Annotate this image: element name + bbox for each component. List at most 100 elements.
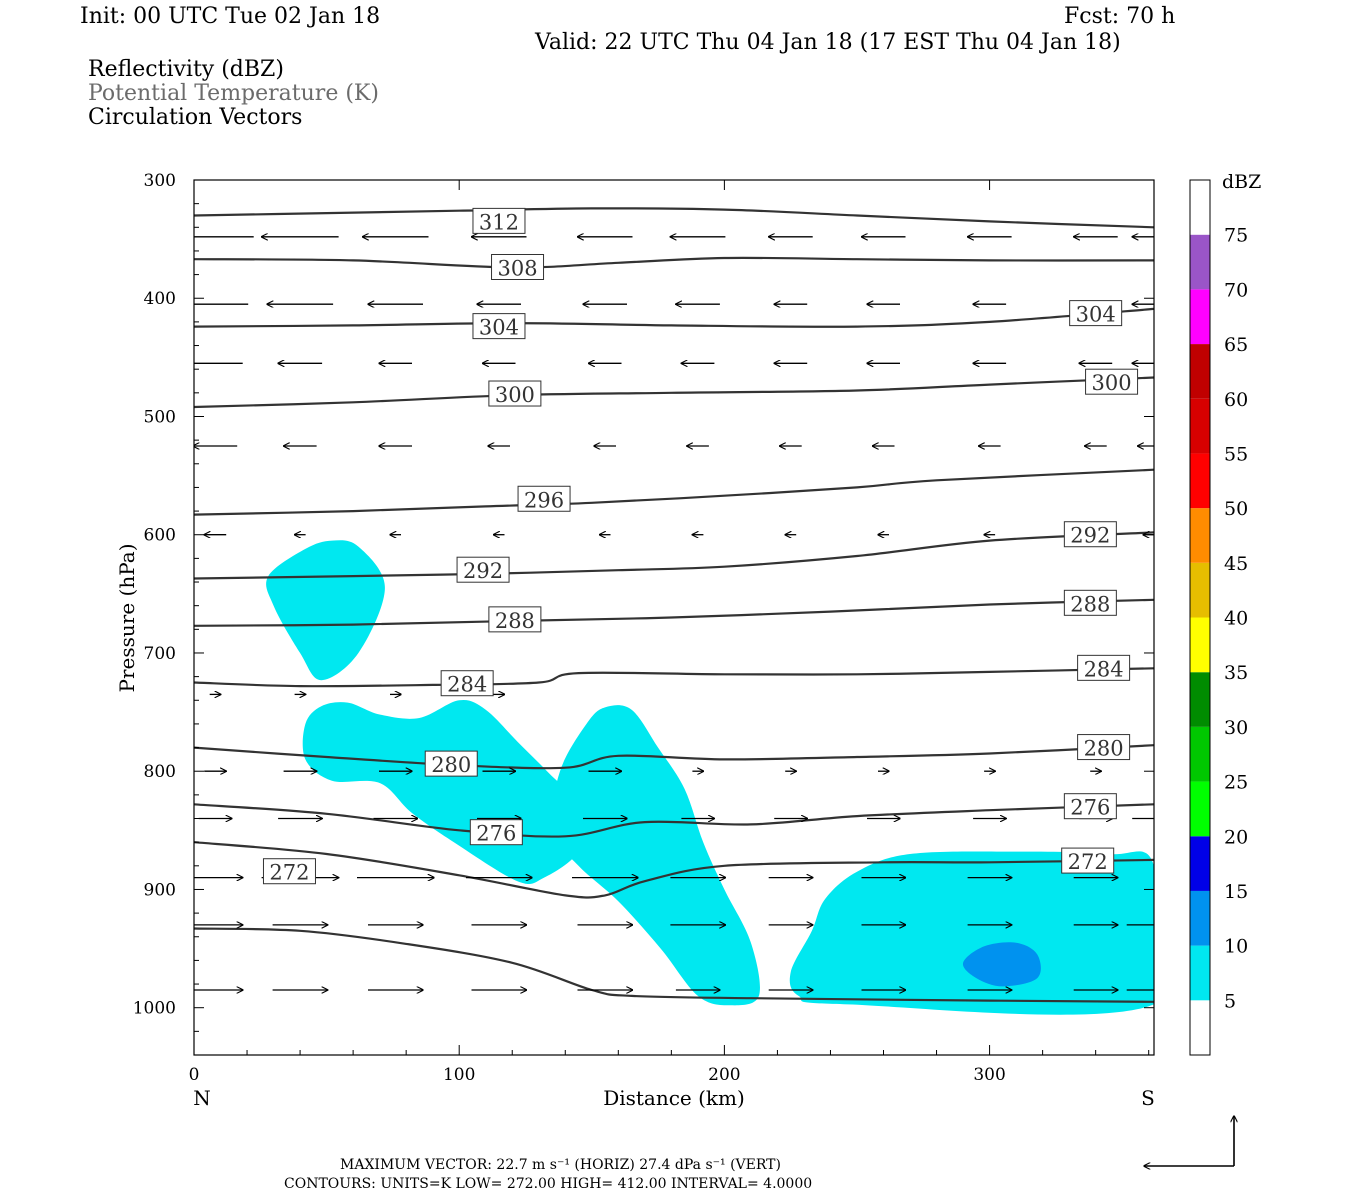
colorbar-label: 30 <box>1224 717 1248 739</box>
contour-label-272: 272 <box>262 858 316 885</box>
colorbar-segment <box>1190 562 1210 618</box>
y-axis-label: Pressure (hPa) <box>115 544 139 693</box>
contour-label-304: 304 <box>1069 300 1123 327</box>
y-tick-label: 500 <box>144 407 176 427</box>
svg-text:280: 280 <box>431 753 471 777</box>
colorbar: 5 10 15 20 25 30 35 40 45 50 55 60 65 70 75 <box>1189 179 1248 1056</box>
contour-label-280: 280 <box>1077 734 1131 761</box>
y-tick-label: 800 <box>144 762 176 782</box>
reflectivity-region-5-dbz <box>789 851 1154 1015</box>
colorbar-segment <box>1190 890 1210 946</box>
theta-contour-304 <box>194 307 1154 328</box>
theta-contour-276 <box>194 803 1154 838</box>
field-circulation-vectors: Circulation Vectors <box>88 105 303 130</box>
theta-contour-308 <box>194 256 1154 269</box>
colorbar-label: 40 <box>1224 608 1248 630</box>
colorbar-segment <box>1190 617 1210 673</box>
contour-labels: 312 308 304 304 300 300 296 292 292 288 288 284 284 2… <box>262 207 1139 885</box>
colorbar-segment <box>1190 234 1210 290</box>
colorbar-segment <box>1190 726 1210 782</box>
colorbar-label: 10 <box>1224 936 1248 958</box>
colorbar-label: 65 <box>1224 334 1248 356</box>
contour-label-304: 304 <box>472 313 526 340</box>
theta-contour-312 <box>194 207 1154 229</box>
colorbar-segment <box>1190 945 1210 1001</box>
field-potential-temperature: Potential Temperature (K) <box>88 81 379 106</box>
svg-text:276: 276 <box>476 822 516 846</box>
axes: 300 400 500 600 700 800 900 1000 0 100 200 300 <box>133 171 1154 1085</box>
x-tick-label: 100 <box>443 1065 475 1085</box>
reflectivity-fills <box>266 540 1154 1015</box>
colorbar-label: 50 <box>1224 498 1248 520</box>
colorbar-label: 5 <box>1224 990 1236 1012</box>
contour-label-292: 292 <box>1063 521 1117 548</box>
colorbar-title: dBZ <box>1222 171 1261 193</box>
plot-frame <box>193 179 1155 1056</box>
colorbar-segment <box>1190 453 1210 509</box>
colorbar-segment <box>1190 508 1210 563</box>
svg-text:296: 296 <box>524 488 564 512</box>
svg-text:300: 300 <box>495 383 535 407</box>
theta-contour-280 <box>194 744 1154 770</box>
x-axis-right-end: S <box>1141 1086 1155 1110</box>
colorbar-segment <box>1190 180 1210 235</box>
y-tick-label: 600 <box>144 526 176 546</box>
svg-text:276: 276 <box>1070 796 1110 820</box>
colorbar-segment <box>1190 344 1210 399</box>
x-tick-label: 300 <box>973 1065 1005 1085</box>
svg-text:284: 284 <box>1084 657 1124 681</box>
contour-label-308: 308 <box>491 254 545 281</box>
colorbar-label: 70 <box>1224 279 1248 301</box>
svg-text:308: 308 <box>497 257 537 281</box>
colorbar-label: 35 <box>1224 662 1248 684</box>
valid-time: Valid: 22 UTC Thu 04 Jan 18 (17 EST Thu … <box>535 30 1121 55</box>
y-tick-label: 900 <box>144 880 176 900</box>
svg-text:288: 288 <box>495 609 535 633</box>
theta-contours <box>194 207 1154 1003</box>
colorbar-segment <box>1190 672 1210 727</box>
reflectivity-region-5-dbz <box>266 540 385 681</box>
y-tick-label: 400 <box>144 289 176 309</box>
colorbar-label: 45 <box>1224 553 1248 575</box>
svg-text:288: 288 <box>1070 592 1110 616</box>
max-vector-info: MAXIMUM VECTOR: 22.7 m s⁻¹ (HORIZ) 27.4 … <box>340 1157 781 1173</box>
contour-info: CONTOURS: UNITS=K LOW= 272.00 HIGH= 412.… <box>284 1176 813 1192</box>
theta-contour-272 <box>194 841 1154 899</box>
x-axis-left-end: N <box>193 1086 211 1110</box>
theta-contour-288 <box>194 598 1154 627</box>
y-tick-label: 300 <box>144 171 176 191</box>
field-reflectivity: Reflectivity (dBZ) <box>88 57 284 82</box>
colorbar-label: 55 <box>1224 443 1248 465</box>
y-tick-label: 700 <box>144 644 176 664</box>
svg-text:284: 284 <box>447 673 487 697</box>
colorbar-segment <box>1190 289 1210 345</box>
svg-text:292: 292 <box>1070 524 1110 548</box>
svg-text:304: 304 <box>1076 303 1116 327</box>
svg-text:272: 272 <box>269 861 309 885</box>
svg-text:272: 272 <box>1068 850 1108 874</box>
svg-text:304: 304 <box>479 316 519 340</box>
colorbar-label: 15 <box>1224 881 1248 903</box>
theta-contour-292 <box>194 531 1154 580</box>
reflectivity-region-5-dbz <box>551 705 760 1006</box>
colorbar-label: 25 <box>1224 772 1248 794</box>
contour-label-300: 300 <box>488 380 542 407</box>
colorbar-segment <box>1190 398 1210 454</box>
contour-label-292: 292 <box>456 556 510 583</box>
colorbar-segment <box>1190 836 1210 891</box>
contour-label-300: 300 <box>1085 368 1139 395</box>
reference-vector-icon <box>1144 1116 1234 1166</box>
svg-text:280: 280 <box>1084 737 1124 761</box>
theta-contour-284 <box>194 667 1154 688</box>
colorbar-segment <box>1190 781 1210 837</box>
x-tick-label: 0 <box>189 1065 200 1085</box>
contour-label-272: 272 <box>1061 847 1115 874</box>
contour-label-288: 288 <box>488 606 542 633</box>
colorbar-frame <box>1189 179 1211 1056</box>
x-axis-label: Distance (km) <box>603 1086 745 1110</box>
colorbar-label: 20 <box>1224 826 1248 848</box>
contour-label-280: 280 <box>424 750 478 777</box>
contour-label-276: 276 <box>469 819 523 846</box>
colorbar-label: 60 <box>1224 389 1248 411</box>
